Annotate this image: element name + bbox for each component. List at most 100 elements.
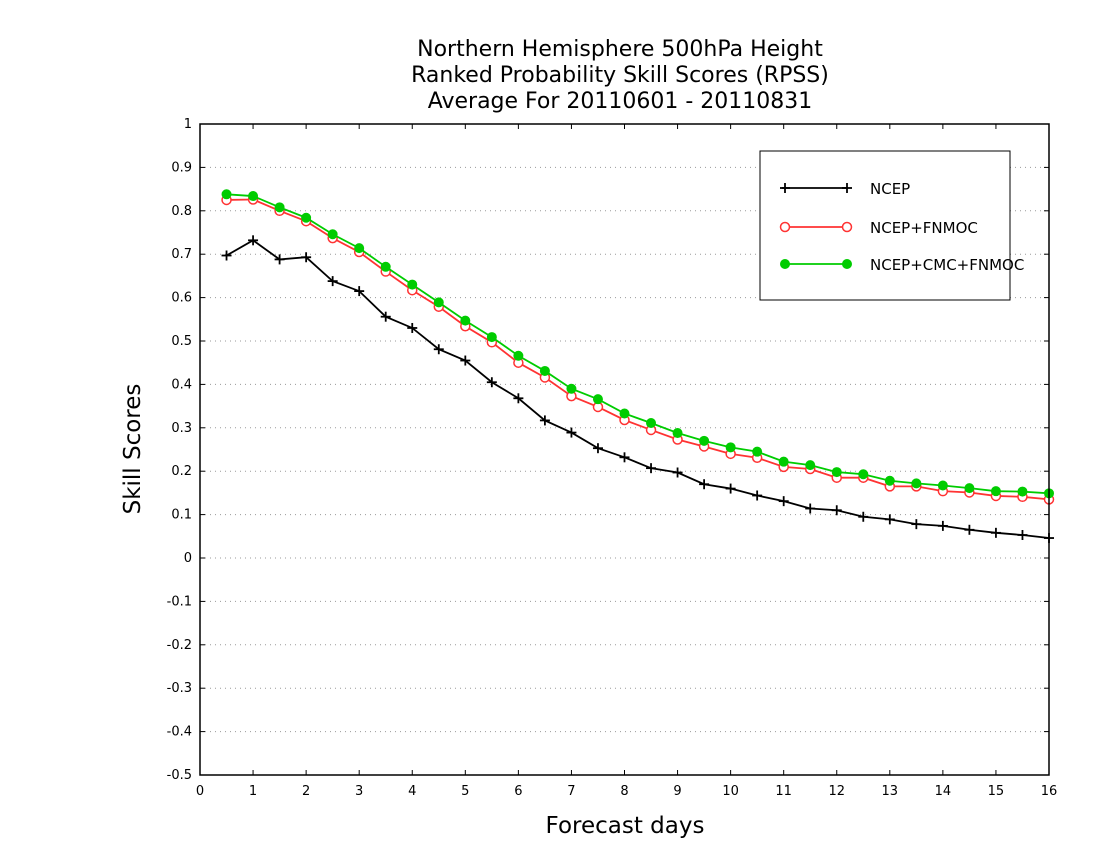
y-axis-ticks: 1 0.9 0.8 0.7 0.6 0.5 0.4 0.3 0.2 0.1 0 -0.1 -0.2 -0.… (167, 117, 1049, 783)
x-tick-label: 14 (935, 784, 952, 799)
data-point-ncep (699, 479, 710, 490)
data-point-ncep-cmc-fnmoc (964, 483, 975, 494)
data-point-ncep (619, 452, 630, 463)
data-point-ncep (831, 505, 842, 516)
data-point-ncep (964, 524, 975, 535)
legend-marker-start (779, 221, 791, 233)
data-point-ncep-cmc-fnmoc (380, 261, 391, 272)
data-point-ncep-cmc-fnmoc (592, 394, 603, 405)
x-tick-label: 10 (722, 784, 739, 799)
legend-entry-ncep-fnmoc: NCEP+FNMOC (779, 219, 978, 237)
data-point-ncep-cmc-fnmoc (1017, 486, 1028, 497)
legend-entry-ncep-cmc-fnmoc: NCEP+CMC+FNMOC (780, 256, 1024, 274)
data-point-ncep (884, 514, 895, 525)
y-tick-label: 0.2 (171, 464, 192, 479)
data-point-ncep (566, 427, 577, 438)
title-line-3: Average For 20110601 - 20110831 (428, 89, 813, 114)
data-point-ncep (592, 443, 603, 454)
y-tick-label: 0.8 (171, 204, 192, 219)
x-tick-label: 13 (882, 784, 899, 799)
data-point-ncep (539, 415, 550, 426)
title-line-1: Northern Hemisphere 500hPa Height (417, 37, 823, 62)
data-point-ncep (725, 483, 736, 494)
x-axis-ticks: 0 1 2 3 4 5 6 7 8 9 10 11 12 13 14 15 16 (196, 124, 1057, 799)
x-tick-label: 11 (775, 784, 792, 799)
data-point-ncep-cmc-fnmoc (433, 297, 444, 308)
data-point-ncep-cmc-fnmoc (858, 469, 869, 480)
data-point-ncep-cmc-fnmoc (646, 418, 657, 429)
x-tick-label: 15 (988, 784, 1005, 799)
data-point-ncep-cmc-fnmoc (619, 408, 630, 419)
legend-label-ncep-fnmoc: NCEP+FNMOC (870, 219, 978, 237)
data-point-ncep (274, 254, 285, 265)
data-point-ncep-cmc-fnmoc (725, 442, 736, 453)
data-point-ncep-cmc-fnmoc (221, 189, 232, 200)
legend-marker-end (842, 183, 852, 193)
data-point-ncep (752, 490, 763, 501)
data-point-ncep-cmc-fnmoc (513, 350, 524, 361)
y-tick-label: 0.5 (171, 334, 192, 349)
y-tick-label: 0.6 (171, 291, 192, 306)
y-tick-label: 1 (184, 117, 192, 132)
chart-title: Northern Hemisphere 500hPa Height Ranked… (411, 37, 829, 114)
y-tick-label: 0.7 (171, 247, 192, 262)
data-point-ncep-cmc-fnmoc (539, 365, 550, 376)
data-point-ncep-cmc-fnmoc (672, 428, 683, 439)
data-point-ncep (937, 520, 948, 531)
x-tick-label: 0 (196, 784, 204, 799)
title-line-2: Ranked Probability Skill Scores (RPSS) (411, 63, 829, 88)
legend-marker-start (780, 183, 790, 193)
x-axis-label: Forecast days (546, 813, 705, 839)
data-point-ncep (433, 344, 444, 355)
x-tick-label: 12 (828, 784, 845, 799)
y-tick-label: 0.4 (171, 377, 192, 392)
x-tick-label: 1 (249, 784, 257, 799)
data-point-ncep (327, 276, 338, 287)
legend-marker-start (780, 259, 790, 269)
y-tick-label: -0.3 (167, 681, 192, 696)
x-tick-label: 2 (302, 784, 310, 799)
data-point-ncep-cmc-fnmoc (831, 467, 842, 478)
data-point-ncep (1017, 529, 1028, 540)
data-point-ncep (805, 503, 816, 514)
series-ncep (221, 235, 1054, 544)
y-tick-label: -0.5 (167, 768, 192, 783)
data-point-ncep (911, 519, 922, 530)
data-point-ncep (407, 322, 418, 333)
data-point-ncep-cmc-fnmoc (699, 435, 710, 446)
plot-frame (199, 123, 1050, 776)
legend-box (759, 150, 1011, 301)
data-point-ncep-cmc-fnmoc (274, 202, 285, 213)
y-tick-label: -0.1 (167, 594, 192, 609)
data-point-ncep (858, 511, 869, 522)
x-tick-label: 3 (355, 784, 363, 799)
legend: NCEP NCEP+FNMOC NCEP+CMC+FNMOC (759, 150, 1024, 301)
legend-label-ncep: NCEP (870, 180, 910, 198)
data-point-ncep (672, 467, 683, 478)
data-point-ncep-cmc-fnmoc (805, 460, 816, 471)
data-point-ncep-cmc-fnmoc (566, 383, 577, 394)
x-tick-label: 9 (673, 784, 681, 799)
legend-entries: NCEP NCEP+FNMOC NCEP+CMC+FNMOC (779, 180, 1024, 274)
data-point-ncep (460, 355, 471, 366)
data-point-ncep (301, 252, 312, 263)
data-point-ncep (513, 393, 524, 404)
data-point-ncep (990, 527, 1001, 538)
data-point-ncep-cmc-fnmoc (460, 315, 471, 326)
data-point-ncep-cmc-fnmoc (884, 475, 895, 486)
data-point-ncep-cmc-fnmoc (354, 243, 365, 254)
data-point-ncep-cmc-fnmoc (407, 279, 418, 290)
data-point-ncep-cmc-fnmoc (911, 478, 922, 489)
y-tick-label: -0.2 (167, 638, 192, 653)
x-tick-label: 7 (567, 784, 575, 799)
y-tick-label: 0.9 (171, 160, 192, 175)
x-tick-label: 5 (461, 784, 469, 799)
data-point-ncep-cmc-fnmoc (778, 456, 789, 467)
data-point-ncep (380, 311, 391, 322)
y-tick-label: 0.3 (171, 421, 192, 436)
x-tick-label: 8 (620, 784, 628, 799)
data-point-ncep (646, 463, 657, 474)
data-point-ncep-cmc-fnmoc (752, 446, 763, 457)
legend-marker-end (842, 259, 852, 269)
